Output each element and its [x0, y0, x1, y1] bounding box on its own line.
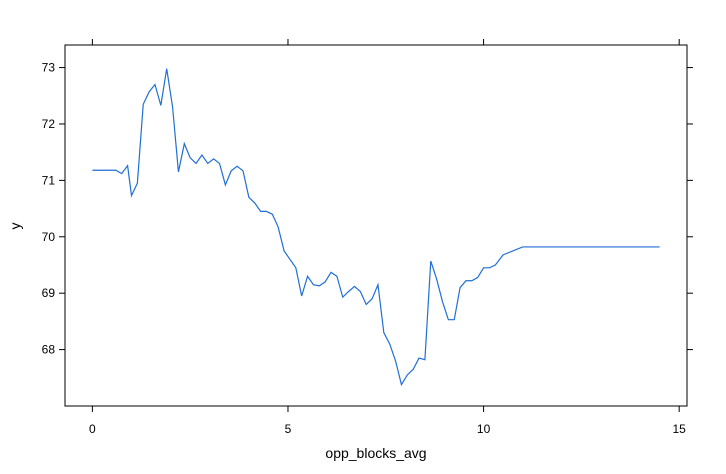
y-tick-label: 73 [42, 61, 56, 75]
x-tick-label: 0 [89, 422, 96, 436]
y-tick-label: 72 [42, 117, 56, 131]
series-line [92, 68, 660, 387]
x-tick-label: 15 [672, 422, 686, 436]
y-tick-label: 71 [42, 173, 56, 187]
y-axis-title: y [7, 223, 23, 230]
x-tick-label: 10 [477, 422, 491, 436]
y-tick-label: 69 [42, 286, 56, 300]
y-tick-label: 68 [42, 343, 56, 357]
tick-labels: 0 5 10 15 68 69 70 71 72 73 [42, 61, 687, 436]
plot-frame [64, 44, 688, 407]
x-axis-title: opp_blocks_avg [325, 445, 426, 461]
y-tick-label: 70 [42, 230, 56, 244]
x-tick-label: 5 [285, 422, 292, 436]
axis-ticks [59, 39, 693, 412]
